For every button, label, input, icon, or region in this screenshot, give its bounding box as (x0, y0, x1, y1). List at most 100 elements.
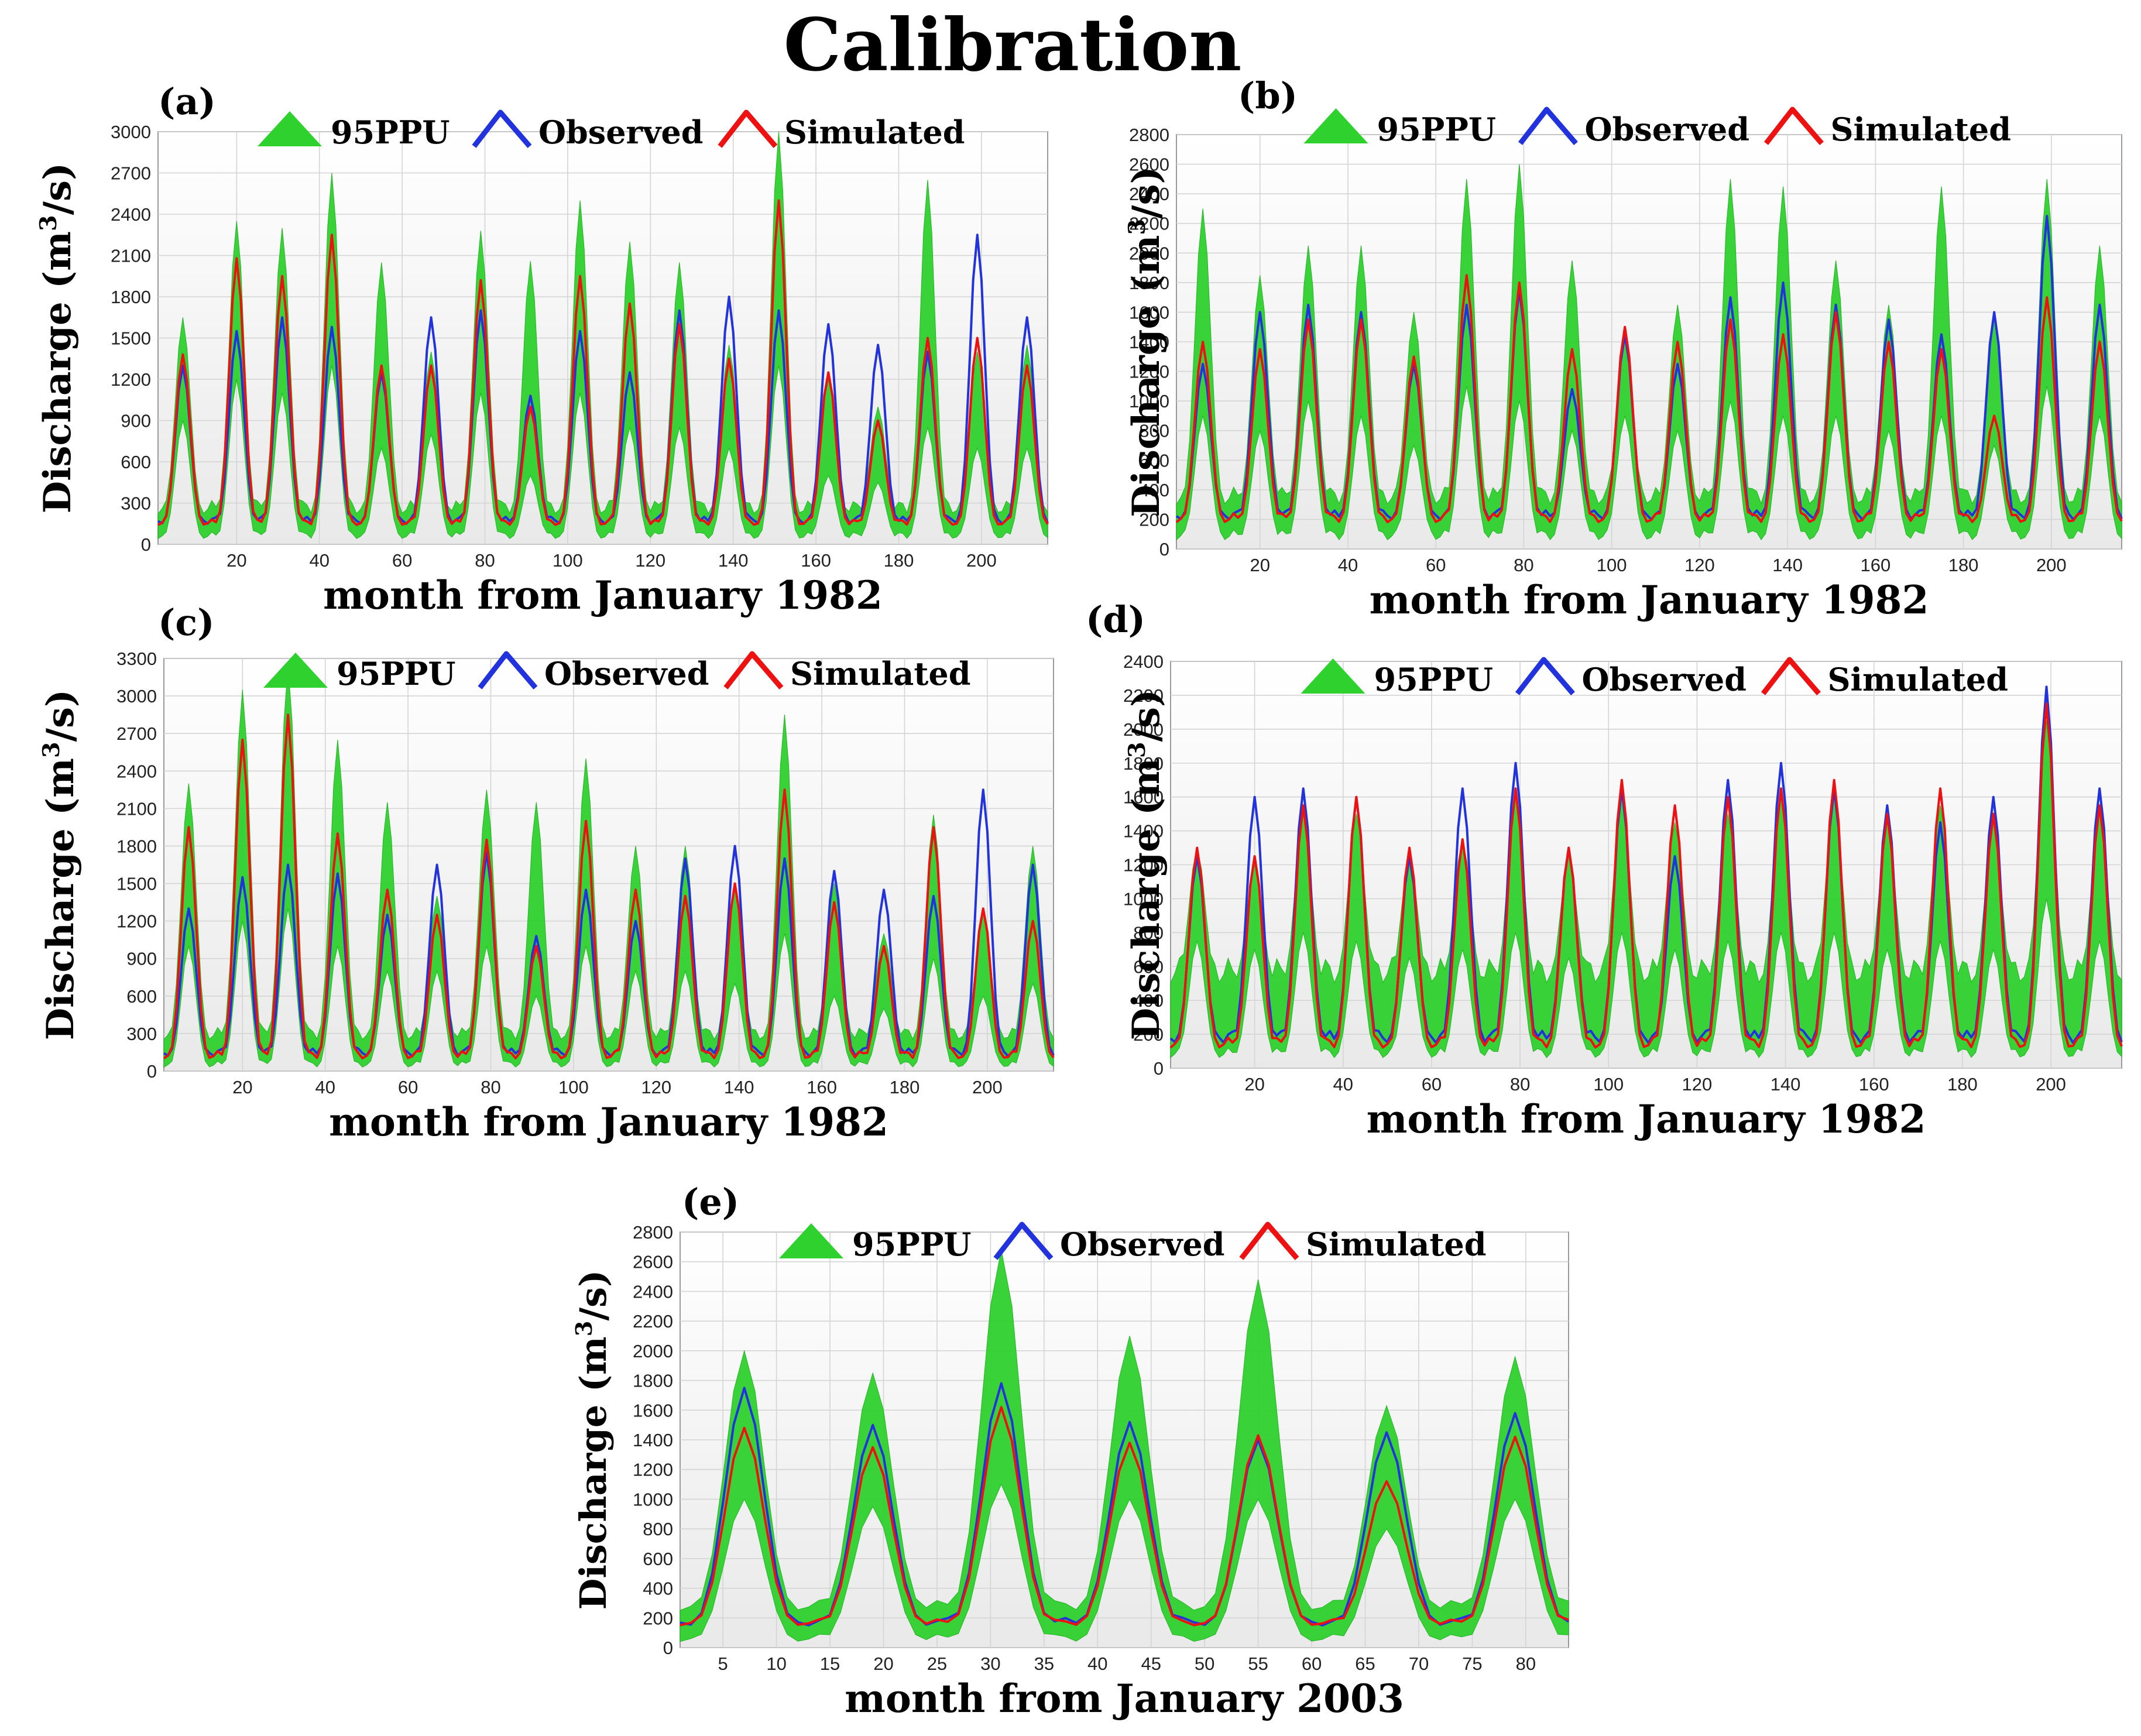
legend-simulated-marker (1761, 657, 1821, 695)
y-tick-label: 2600 (633, 1252, 673, 1272)
y-tick-label: 1000 (1129, 391, 1169, 411)
y-tick-label: 1800 (116, 836, 157, 856)
panel-letter-b: (b) (1238, 74, 1298, 117)
y-axis-label-d: Discharge (m3/s) (1124, 689, 1168, 1041)
y-axis-label-sup: 3 (1124, 219, 1151, 235)
y-axis-label-main: Discharge (m (572, 1336, 615, 1610)
x-tick-label: 40 (315, 1077, 335, 1097)
y-tick-label: 2800 (1129, 125, 1169, 145)
x-tick-label: 20 (873, 1653, 893, 1674)
y-tick-label: 1600 (1123, 787, 1164, 808)
y-tick-label: 0 (147, 1061, 157, 1082)
y-tick-label: 2100 (111, 246, 151, 266)
y-tick-label: 0 (1154, 1058, 1164, 1079)
y-tick-label: 2400 (633, 1281, 673, 1302)
legend-simulated-marker (1763, 107, 1824, 145)
y-tick-label: 0 (1159, 539, 1169, 560)
simulated-line-d (1169, 702, 2123, 1049)
x-tick-label: 65 (1355, 1653, 1375, 1674)
x-tick-label: 40 (309, 550, 329, 571)
y-tick-label: 0 (663, 1638, 673, 1658)
y-axis-label-sup: 3 (1124, 742, 1151, 758)
x-tick-label: 80 (1514, 555, 1533, 575)
legend-b: 95PPU Observed Simulated (1303, 107, 2011, 148)
x-tick-label: 160 (801, 550, 831, 571)
y-axis-label-tail: /s) (39, 689, 83, 742)
x-tick-label: 20 (1250, 555, 1269, 575)
y-tick-label: 2000 (1123, 719, 1164, 740)
x-tick-label: 140 (1772, 555, 1803, 575)
y-tick-label: 1500 (116, 874, 157, 894)
y-tick-label: 300 (121, 493, 151, 514)
legend-ppu-label: 95PPU (1374, 661, 1493, 698)
y-tick-label: 2600 (1129, 155, 1169, 175)
y-axis-label-e: Discharge (m3/s) (571, 1270, 615, 1610)
panel-e: 0 200 400 600 800 1000 1200 1400 1600 1800 2000 220… (571, 1181, 1570, 1721)
y-tick-label: 2200 (1129, 214, 1169, 234)
legend-ppu-label: 95PPU (331, 114, 450, 151)
y-tick-label: 1200 (1123, 855, 1164, 876)
legend-observed-label: Observed (538, 114, 704, 151)
y-tick-label: 1400 (1123, 821, 1164, 842)
x-tick-label: 120 (635, 550, 665, 571)
panel-b: 0 200 400 600 800 1000 1200 1400 1600 1800 2000 220… (1124, 74, 2123, 623)
ppu-band-c (163, 664, 1054, 1068)
y-tick-label: 1600 (1129, 302, 1169, 323)
x-tick-label: 80 (1510, 1074, 1530, 1095)
y-tick-label: 1200 (633, 1460, 673, 1480)
y-tick-label: 2800 (633, 1222, 673, 1243)
x-tick-label: 100 (1593, 1074, 1624, 1095)
x-tick-label: 20 (232, 1077, 252, 1097)
y-tick-label: 0 (141, 534, 151, 555)
x-axis-label-b: month from January 1982 (1370, 577, 1929, 623)
y-tick-label: 900 (126, 949, 157, 969)
y-tick-label: 2200 (1123, 685, 1164, 706)
x-tick-label: 60 (392, 550, 412, 571)
y-tick-label: 3000 (116, 686, 157, 706)
legend-e: 95PPU Observed Simulated (779, 1222, 1486, 1263)
y-axis-label-main: Discharge (m (1124, 758, 1168, 1040)
y-tick-label: 200 (643, 1608, 673, 1628)
y-axis-label-a: Discharge (m3/s) (35, 163, 80, 514)
ppu-band-a (157, 131, 1048, 540)
x-tick-label: 30 (980, 1653, 1000, 1674)
x-tick-label: 100 (553, 550, 583, 571)
observed-line-d (1169, 685, 2123, 1044)
y-axis-label-tail: /s) (1124, 689, 1168, 742)
y-tick-label: 2100 (116, 798, 157, 819)
panel-letter-e: (e) (682, 1181, 739, 1223)
simulated-line-b (1175, 274, 2123, 523)
y-tick-label: 600 (1133, 956, 1164, 977)
y-tick-label: 2000 (1129, 243, 1169, 263)
y-tick-label: 2700 (116, 723, 157, 744)
y-tick-label: 1400 (1129, 332, 1169, 352)
y-tick-label: 2200 (633, 1311, 673, 1332)
x-tick-label: 75 (1462, 1653, 1482, 1674)
y-axis-label-tail: /s) (1124, 166, 1168, 219)
y-axis-label-b: Discharge (m3/s) (1124, 166, 1168, 517)
legend-observed-label: Observed (1585, 111, 1750, 148)
legend-a: 95PPU Observed Simulated (258, 109, 965, 151)
y-tick-label: 800 (643, 1519, 673, 1539)
y-tick-label: 300 (126, 1024, 157, 1044)
x-tick-label: 160 (1859, 1074, 1889, 1095)
y-tick-label: 600 (121, 452, 151, 472)
x-tick-label: 100 (558, 1077, 589, 1097)
simulated-line-a (157, 199, 1049, 526)
x-tick-label: 160 (1860, 555, 1890, 575)
legend-observed-marker (1518, 107, 1578, 145)
x-tick-label: 15 (820, 1653, 840, 1674)
y-axis-label-sup: 3 (38, 742, 65, 758)
y-tick-label: 600 (1139, 450, 1169, 471)
legend-simulated-label: Simulated (790, 655, 970, 692)
x-tick-label: 200 (2036, 1074, 2066, 1095)
y-axis-label-main: Discharge (m (1124, 235, 1168, 517)
x-tick-label: 80 (475, 550, 495, 571)
y-axis-label-main: Discharge (m (36, 231, 80, 513)
y-tick-label: 400 (1133, 990, 1164, 1011)
x-tick-label: 40 (1333, 1074, 1353, 1095)
y-tick-label: 2400 (116, 761, 157, 781)
legend-simulated-label: Simulated (1306, 1226, 1486, 1263)
y-tick-label: 3000 (111, 122, 151, 142)
legend-observed-label: Observed (1582, 661, 1747, 698)
